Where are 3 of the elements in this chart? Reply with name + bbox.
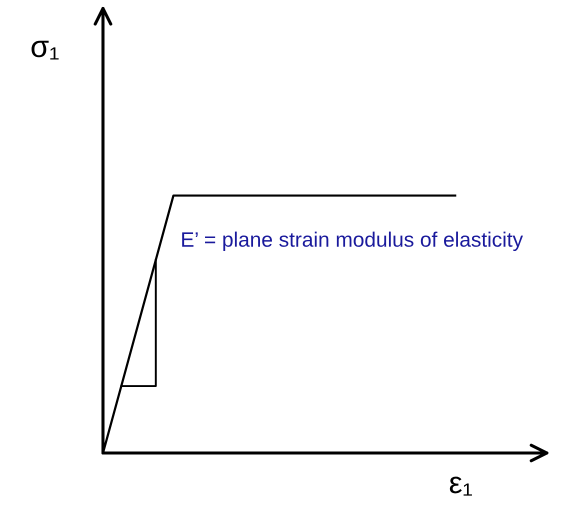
y-axis-title: σ₁	[32, 40, 59, 60]
x-axis-title: ε₁	[450, 476, 472, 496]
annotation: E’ = plane strain modulus of elasticity	[182, 232, 523, 252]
